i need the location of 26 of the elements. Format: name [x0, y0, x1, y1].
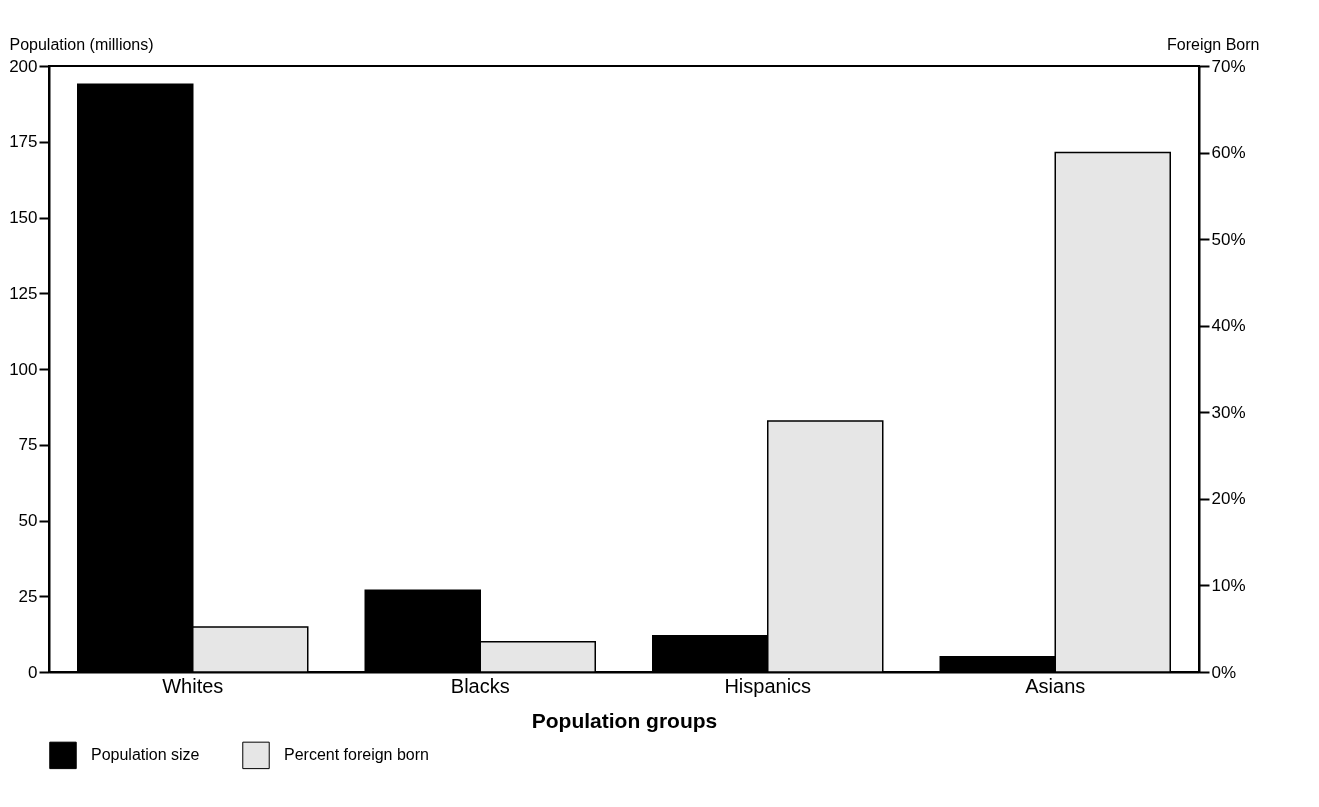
- y-tick-label: 175: [9, 132, 38, 152]
- legend-label: Percent foreign born: [284, 746, 429, 764]
- y2-tick-label: 70%: [1211, 56, 1246, 76]
- y2-tick-label: 20%: [1211, 489, 1246, 509]
- y2-tick-label: 40%: [1211, 316, 1246, 336]
- x-axis-title: Population groups: [531, 708, 718, 732]
- y2-tick-label: 10%: [1211, 575, 1246, 595]
- y-tick-label: 150: [9, 208, 38, 227]
- y2-tick-label: 30%: [1211, 402, 1246, 422]
- x-tick-label: Asians: [1025, 674, 1086, 697]
- y-tick-label: 75: [18, 435, 38, 455]
- y2-tick-label: 60%: [1211, 143, 1246, 163]
- y2-axis-title: Foreign Born: [1167, 35, 1260, 53]
- y-tick-label: 0: [28, 662, 38, 682]
- x-tick-label: Blacks: [450, 674, 510, 697]
- y2-tick-label: 0%: [1211, 662, 1237, 682]
- y-tick-label: 25: [18, 586, 38, 606]
- y-axis-title: Population (millions): [9, 35, 154, 53]
- legend-label: Population size: [91, 746, 200, 764]
- y-tick-label: 125: [9, 283, 38, 303]
- x-tick-label: Hispanics: [724, 674, 812, 697]
- y-tick-label: 50: [18, 511, 38, 530]
- y-tick-label: 200: [9, 56, 38, 76]
- x-tick-label: Whites: [162, 674, 224, 697]
- y2-tick-label: 50%: [1211, 229, 1246, 249]
- y-tick-label: 100: [9, 359, 38, 379]
